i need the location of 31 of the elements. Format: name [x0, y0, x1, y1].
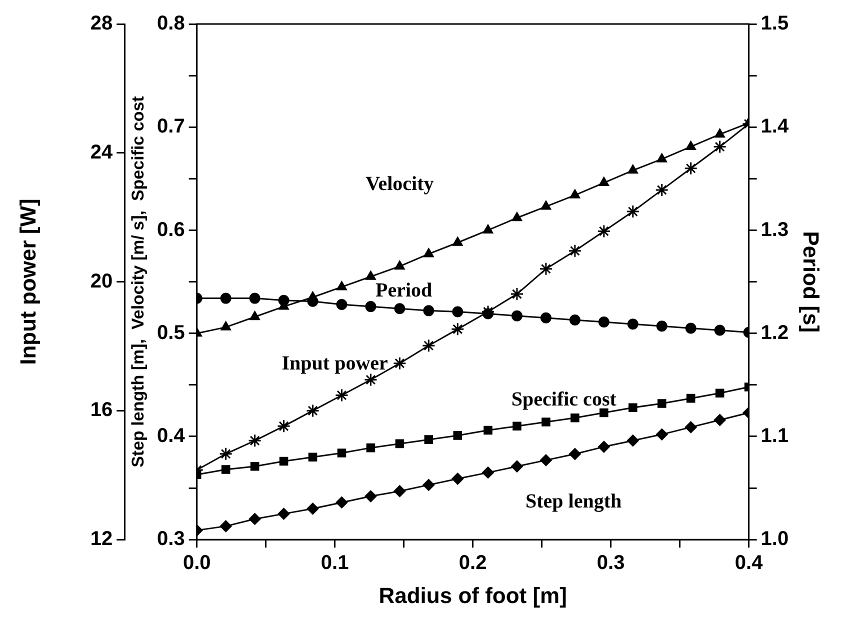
y2-axis-title: Period [s]	[798, 231, 824, 333]
y3-axis-title: Input power [W]	[15, 198, 40, 365]
y2-tick-label: 1.1	[760, 424, 789, 447]
y-tick-label: 0.4	[157, 424, 186, 447]
x-tick-label: 0.4	[734, 552, 764, 574]
x-tick-label: 0.3	[596, 552, 625, 574]
y2-tick-label: 1.0	[760, 528, 789, 550]
y2-tick-label: 1.3	[760, 218, 789, 241]
series-label: Step length	[525, 490, 622, 513]
y-tick-label: 0.3	[157, 528, 185, 550]
y3-tick-label: 12	[90, 528, 113, 550]
y2-tick-label: 1.5	[760, 12, 789, 35]
y3-tick-label: 28	[90, 12, 113, 35]
y-axis-title: Step length [m], Velocity [m/ s], Specific cost	[128, 96, 148, 468]
y3-tick-label: 16	[90, 399, 113, 422]
series-label: Specific cost	[511, 388, 617, 411]
text: Velocity	[366, 173, 434, 196]
y-tick-label: 0.8	[157, 12, 185, 35]
x-tick-label: 0.2	[458, 552, 487, 574]
y-tick-label: 0.7	[157, 116, 185, 138]
y2-tick-label: 1.2	[760, 322, 789, 344]
x-tick-label: 0.0	[182, 552, 211, 574]
x-tick-label: 0.1	[320, 552, 349, 574]
x-axis-title: Radius of foot [m]	[378, 582, 567, 608]
series-label: Period	[376, 279, 432, 302]
y3-tick-label: 24	[90, 141, 114, 164]
series-label: Input power	[282, 352, 388, 374]
y-tick-label: 0.6	[157, 218, 185, 241]
y2-tick-label: 1.4	[760, 116, 790, 138]
y-tick-label: 0.5	[157, 322, 185, 344]
y3-tick-label: 20	[90, 270, 113, 292]
